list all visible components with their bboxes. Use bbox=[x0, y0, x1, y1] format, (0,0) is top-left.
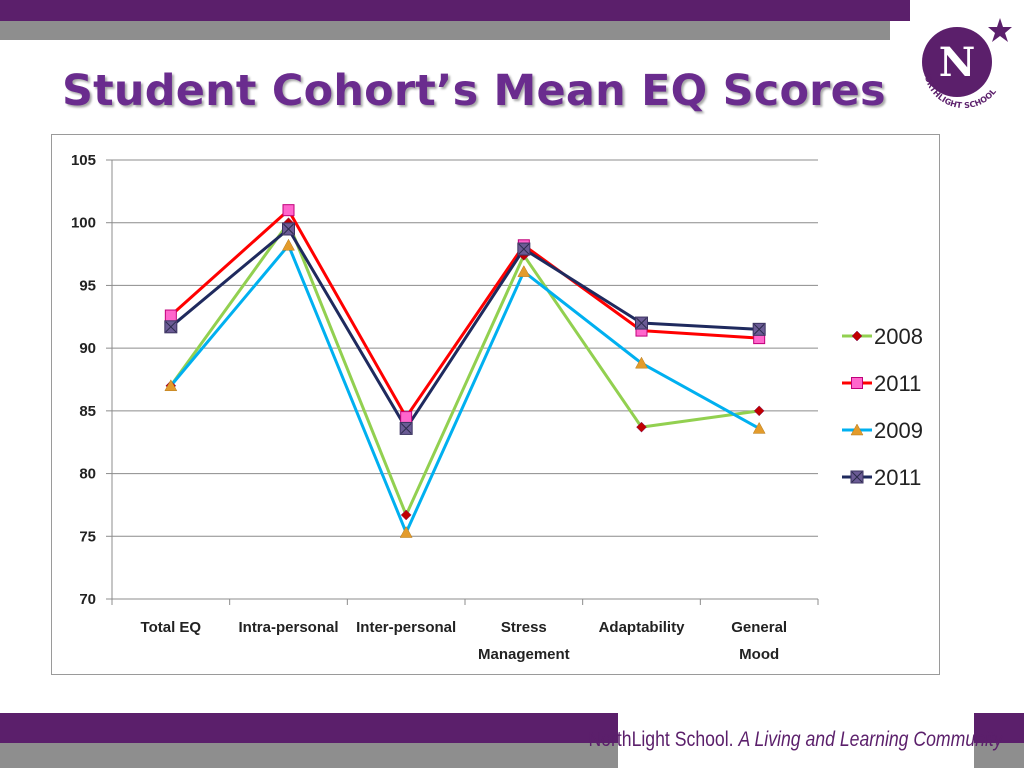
logo-circle bbox=[922, 27, 992, 97]
legend-marker-1 bbox=[851, 377, 863, 389]
series-2-point bbox=[635, 356, 648, 369]
legend-marker-3-cross bbox=[851, 471, 863, 483]
series-2-point bbox=[399, 526, 413, 538]
series-1-point bbox=[400, 411, 413, 424]
series-0-point bbox=[636, 421, 647, 433]
series-3-point bbox=[164, 320, 178, 334]
northlight-logo: N NORTHLIGHT SCHOOL bbox=[922, 18, 1012, 110]
series-0-point bbox=[400, 509, 412, 521]
tagline-name: NorthLight School. bbox=[588, 728, 735, 751]
legend-label-0: 2008 bbox=[874, 324, 923, 349]
tagline-box: NorthLight School. A Living and Learning… bbox=[589, 712, 1003, 768]
series-line-0 bbox=[169, 221, 760, 517]
series-line-3 bbox=[169, 227, 760, 430]
series-3-point bbox=[517, 242, 531, 256]
series-3-point-cross bbox=[518, 243, 530, 255]
series-line-2 bbox=[169, 243, 760, 535]
y-tick-label: 85 bbox=[79, 403, 96, 420]
legend-marker-0 bbox=[851, 330, 863, 342]
top-purple-band bbox=[0, 0, 910, 21]
series-3-point bbox=[635, 316, 648, 330]
x-tick-label: Mood bbox=[739, 646, 779, 663]
y-tick-label: 80 bbox=[79, 466, 96, 483]
y-tick-label: 90 bbox=[79, 340, 96, 357]
series-2-point bbox=[752, 421, 766, 434]
y-tick-label: 95 bbox=[79, 277, 96, 294]
slide-title: Student Cohort’s Mean EQ Scores bbox=[62, 66, 886, 116]
logo-letter: N bbox=[939, 39, 976, 86]
legend-label-3: 2011 bbox=[874, 465, 921, 490]
legend-label-1: 2011 bbox=[874, 371, 921, 396]
series-3-point-cross bbox=[753, 323, 765, 335]
top-gray-band bbox=[0, 21, 890, 40]
y-tick-label: 75 bbox=[79, 528, 96, 545]
tagline-motto: A Living and Learning Community bbox=[738, 728, 1004, 751]
series-3-point-cross bbox=[165, 321, 177, 333]
series-3-point-cross bbox=[636, 317, 647, 329]
tagline: NorthLight School. A Living and Learning… bbox=[589, 728, 1003, 752]
y-tick-label: 105 bbox=[71, 152, 96, 169]
series-2-point bbox=[282, 238, 295, 251]
x-tick-label: Intra-personal bbox=[238, 619, 338, 636]
series-0-point bbox=[753, 405, 765, 417]
legend-marker-2 bbox=[850, 423, 864, 436]
series-3-point-cross bbox=[283, 223, 294, 235]
series-3-point-cross bbox=[400, 423, 412, 434]
series-3-point bbox=[282, 222, 295, 236]
y-tick-label: 100 bbox=[71, 215, 96, 232]
series-1-point bbox=[164, 309, 177, 322]
series-line-1 bbox=[169, 208, 760, 419]
x-tick-label: Adaptability bbox=[599, 619, 685, 636]
chart-frame: 70 75 80 85 90 95 100 105 Total EQ Intra-personal… bbox=[51, 134, 940, 675]
x-tick-label: Stress bbox=[501, 619, 547, 636]
series-2-point bbox=[164, 379, 178, 392]
x-tick-label: Inter-personal bbox=[356, 619, 456, 636]
series-2-point bbox=[517, 265, 531, 277]
legend-marker-3 bbox=[850, 470, 864, 484]
logo-star-icon bbox=[988, 18, 1012, 42]
x-tick-label: Management bbox=[478, 646, 570, 663]
x-tick-label: Total EQ bbox=[141, 619, 202, 636]
y-tick-label: 70 bbox=[79, 591, 96, 608]
legend-label-2: 2009 bbox=[874, 418, 923, 443]
series-1-point bbox=[282, 204, 295, 217]
series-3-point bbox=[399, 421, 413, 435]
x-tick-label: General bbox=[731, 619, 787, 636]
series-3-point bbox=[752, 322, 766, 336]
line-chart: 70 75 80 85 90 95 100 105 Total EQ Intra-personal… bbox=[71, 152, 923, 663]
